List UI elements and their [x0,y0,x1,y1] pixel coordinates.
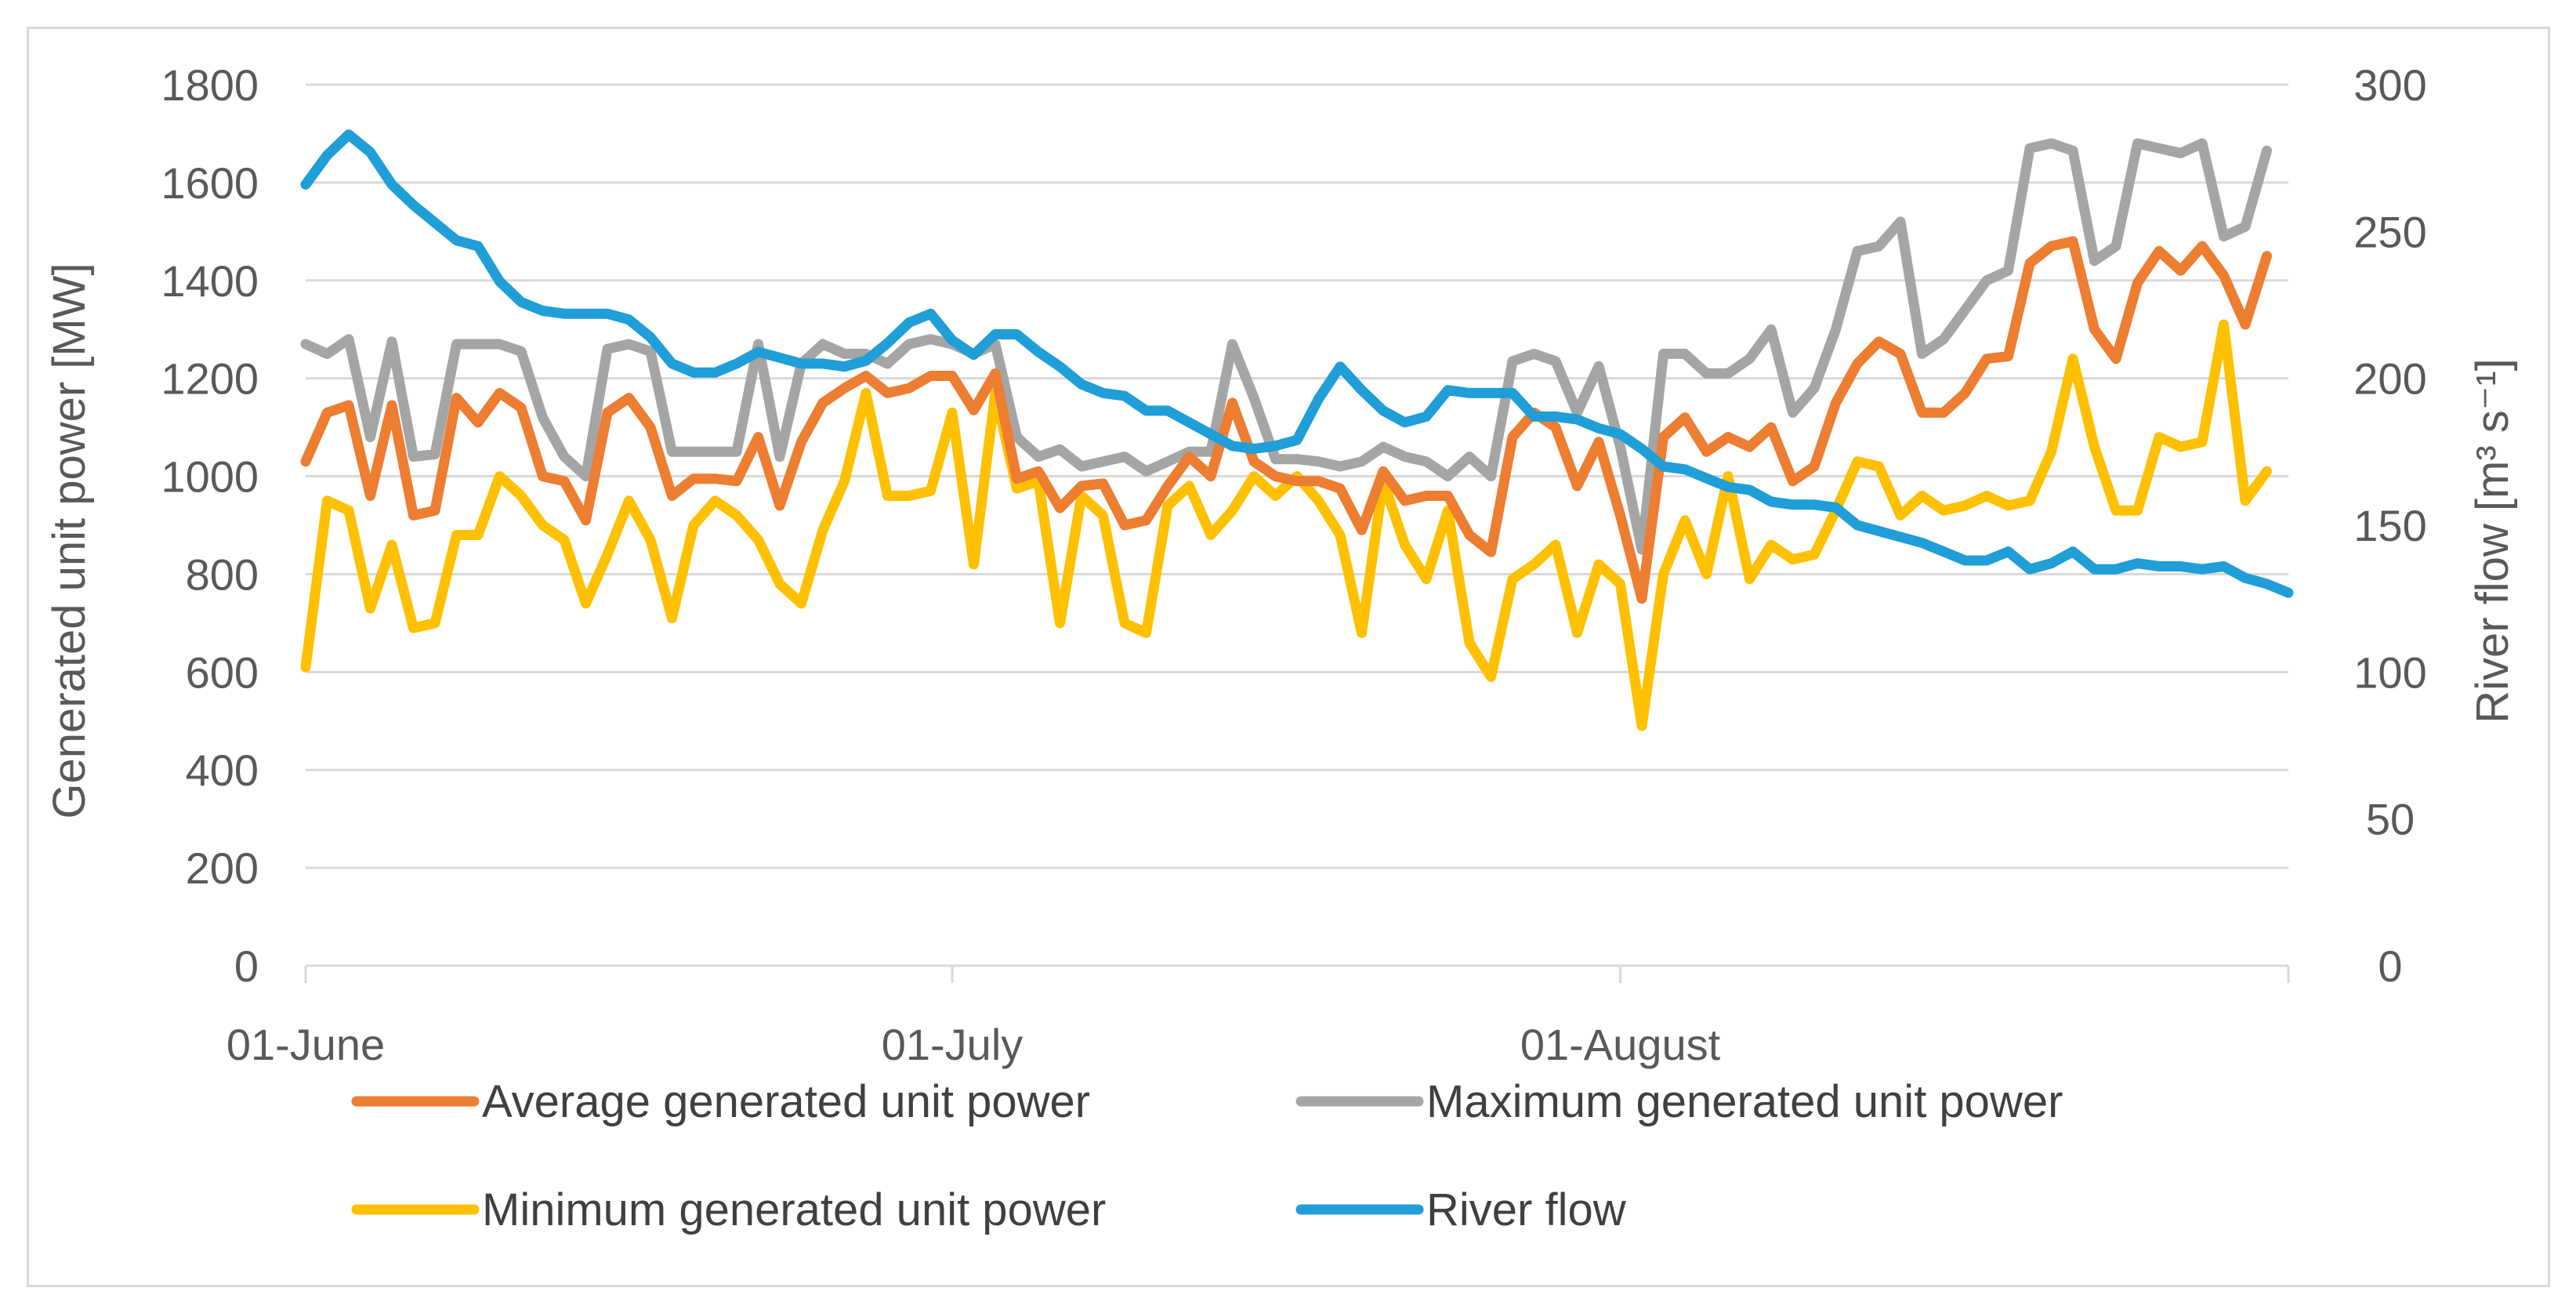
series-line-river-flow [300,129,2294,598]
y2-tick-label: 50 [2366,795,2415,844]
y2-tick-label: 0 [2378,941,2402,991]
y-tick-label: 0 [234,941,259,991]
y-tick-label: 1000 [161,452,259,502]
y2-tick-label: 250 [2353,207,2426,256]
left-axis-ticks: 0 200 400 600 800 1000 1200 1400 1600 1800 [161,60,259,991]
y-tick-label: 400 [186,745,259,795]
gridlines [306,83,2288,967]
y-tick-label: 1400 [161,256,259,306]
series-line-minimum-generated-unit-power [300,319,2272,731]
left-axis-title: Generated unit power [MW] [44,263,95,818]
legend-label: Average generated unit power [482,1076,1090,1127]
series-lines [300,129,2294,731]
x-axis-ticks: 01-June 01-July 01-August [226,966,2290,1069]
y-tick-label: 200 [186,843,259,893]
legend-label: Minimum generated unit power [482,1184,1106,1235]
right-axis-ticks: 0 50 100 150 200 250 300 [2353,60,2426,991]
y-tick-label: 800 [186,550,259,599]
y2-tick-label: 300 [2353,60,2426,110]
chart-frame [27,27,2550,1287]
x-tick-label: 01-July [882,1020,1024,1069]
legend-label: River flow [1426,1184,1627,1235]
legend: Average generated unit power Maximum gene… [351,1076,2063,1235]
right-axis-title: River flow [m³ s⁻¹] [2467,358,2518,724]
y2-tick-label: 150 [2353,501,2426,550]
legend-label: Maximum generated unit power [1426,1076,2063,1127]
y2-tick-label: 100 [2353,647,2426,697]
x-tick-label: 01-June [226,1020,385,1069]
series-line-maximum-generated-unit-power [300,138,2272,555]
series-line-average-generated-unit-power [300,236,2272,604]
y-tick-label: 600 [186,647,259,697]
y-tick-label: 1200 [161,354,259,404]
x-tick-label: 01-August [1520,1020,1721,1069]
y2-tick-label: 200 [2353,354,2426,404]
y-tick-label: 1800 [161,60,259,110]
y-tick-label: 1600 [161,158,259,208]
